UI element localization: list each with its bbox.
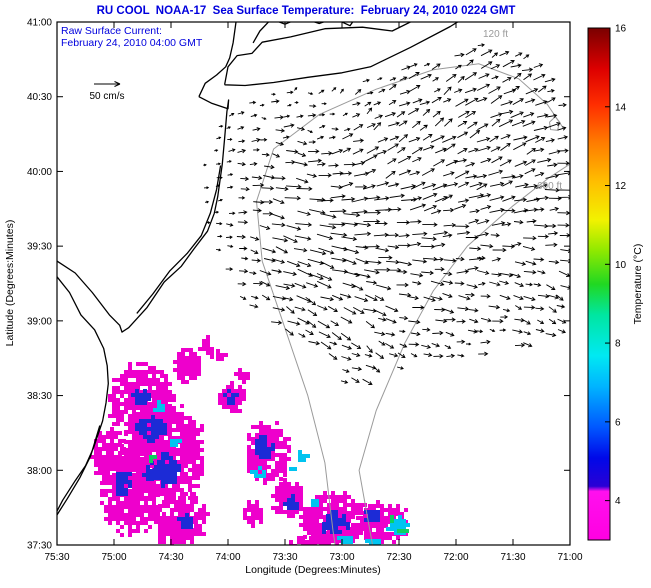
scale-arrow-label: 50 cm/s — [89, 91, 124, 102]
y-tick-label: 38:00 — [27, 466, 52, 477]
depth-contour — [255, 63, 565, 545]
scale-arrow-icon — [94, 81, 121, 87]
coastline-hudson-river — [198, 22, 237, 97]
colorbar-border — [587, 27, 611, 541]
coastline-nj-lagoon — [136, 165, 222, 314]
x-tick-label: 73:00 — [329, 552, 354, 563]
sst-patch-cold — [116, 389, 380, 534]
y-tick-label: 41:00 — [27, 18, 52, 29]
x-tick-label: 71:00 — [557, 552, 582, 563]
x-axis-label: Longitude (Degrees:Minutes) — [245, 564, 380, 576]
contour-label-120ft: 120 ft — [483, 29, 508, 40]
colorbar-tick-label: 10 — [615, 260, 627, 271]
x-tick-label: 75:00 — [101, 552, 126, 563]
x-tick-label: 72:30 — [386, 552, 411, 563]
contour-label-600ft: 600 ft — [537, 181, 562, 192]
current-vector-layer — [203, 43, 570, 385]
y-tick-label: 37:30 — [27, 541, 52, 552]
y-tick-label: 38:30 — [27, 391, 52, 402]
colorbar-gradient — [588, 28, 610, 540]
y-tick-label: 39:30 — [27, 242, 52, 253]
plot-border — [56, 21, 571, 546]
x-tick-label: 74:00 — [215, 552, 240, 563]
coastline-layer — [57, 22, 459, 517]
x-tick-label: 74:30 — [158, 552, 183, 563]
coastline-long-island — [223, 22, 459, 87]
depth-contour — [358, 163, 570, 545]
colorbar-tick-label: 14 — [615, 102, 627, 113]
colorbar: 4 6 8 10 12 14 16 — [587, 24, 627, 541]
colorbar-tick-label: 16 — [615, 24, 627, 35]
y-tick-label: 39:00 — [27, 316, 52, 327]
colorbar-tick-label: 12 — [615, 181, 627, 192]
colorbar-axis-label: Temperature (°C) — [632, 244, 644, 325]
sst-raster-layer — [90, 335, 410, 545]
current-scale: 50 cm/s — [89, 81, 125, 102]
coastline-nj-coast — [57, 96, 230, 333]
figure-title: RU COOL NOAA-17 Sea Surface Temperature:… — [97, 5, 516, 17]
x-tick-label: 72:00 — [443, 552, 468, 563]
y-tick-label: 40:30 — [27, 92, 52, 103]
y-tick-label: 40:00 — [27, 167, 52, 178]
x-tick-label: 71:30 — [500, 552, 525, 563]
colorbar-tick-label: 4 — [615, 496, 621, 507]
y-axis-label: Latitude (Degrees:Minutes) — [4, 220, 16, 347]
map-content — [57, 22, 570, 545]
x-tick-label: 75:30 — [44, 552, 69, 563]
colorbar-tick-label: 6 — [615, 417, 621, 428]
coastline-delmarva-lagoon — [57, 425, 101, 517]
current-arrows — [203, 43, 570, 385]
overlay-datetime: February 24, 2010 04:00 GMT — [61, 37, 203, 49]
overlay-product-title: Raw Surface Current: — [61, 25, 162, 37]
axes-frame: 75:30 75:00 74:30 74:00 73:30 73:00 72:30 72:00… — [27, 18, 583, 564]
coastline-delaware-delmarva — [57, 276, 109, 513]
sst-patch-coldest — [90, 335, 408, 545]
colorbar-tick-label: 8 — [615, 339, 621, 350]
x-tick-label: 73:30 — [272, 552, 297, 563]
coastline-ct-ny-shore — [252, 22, 354, 44]
